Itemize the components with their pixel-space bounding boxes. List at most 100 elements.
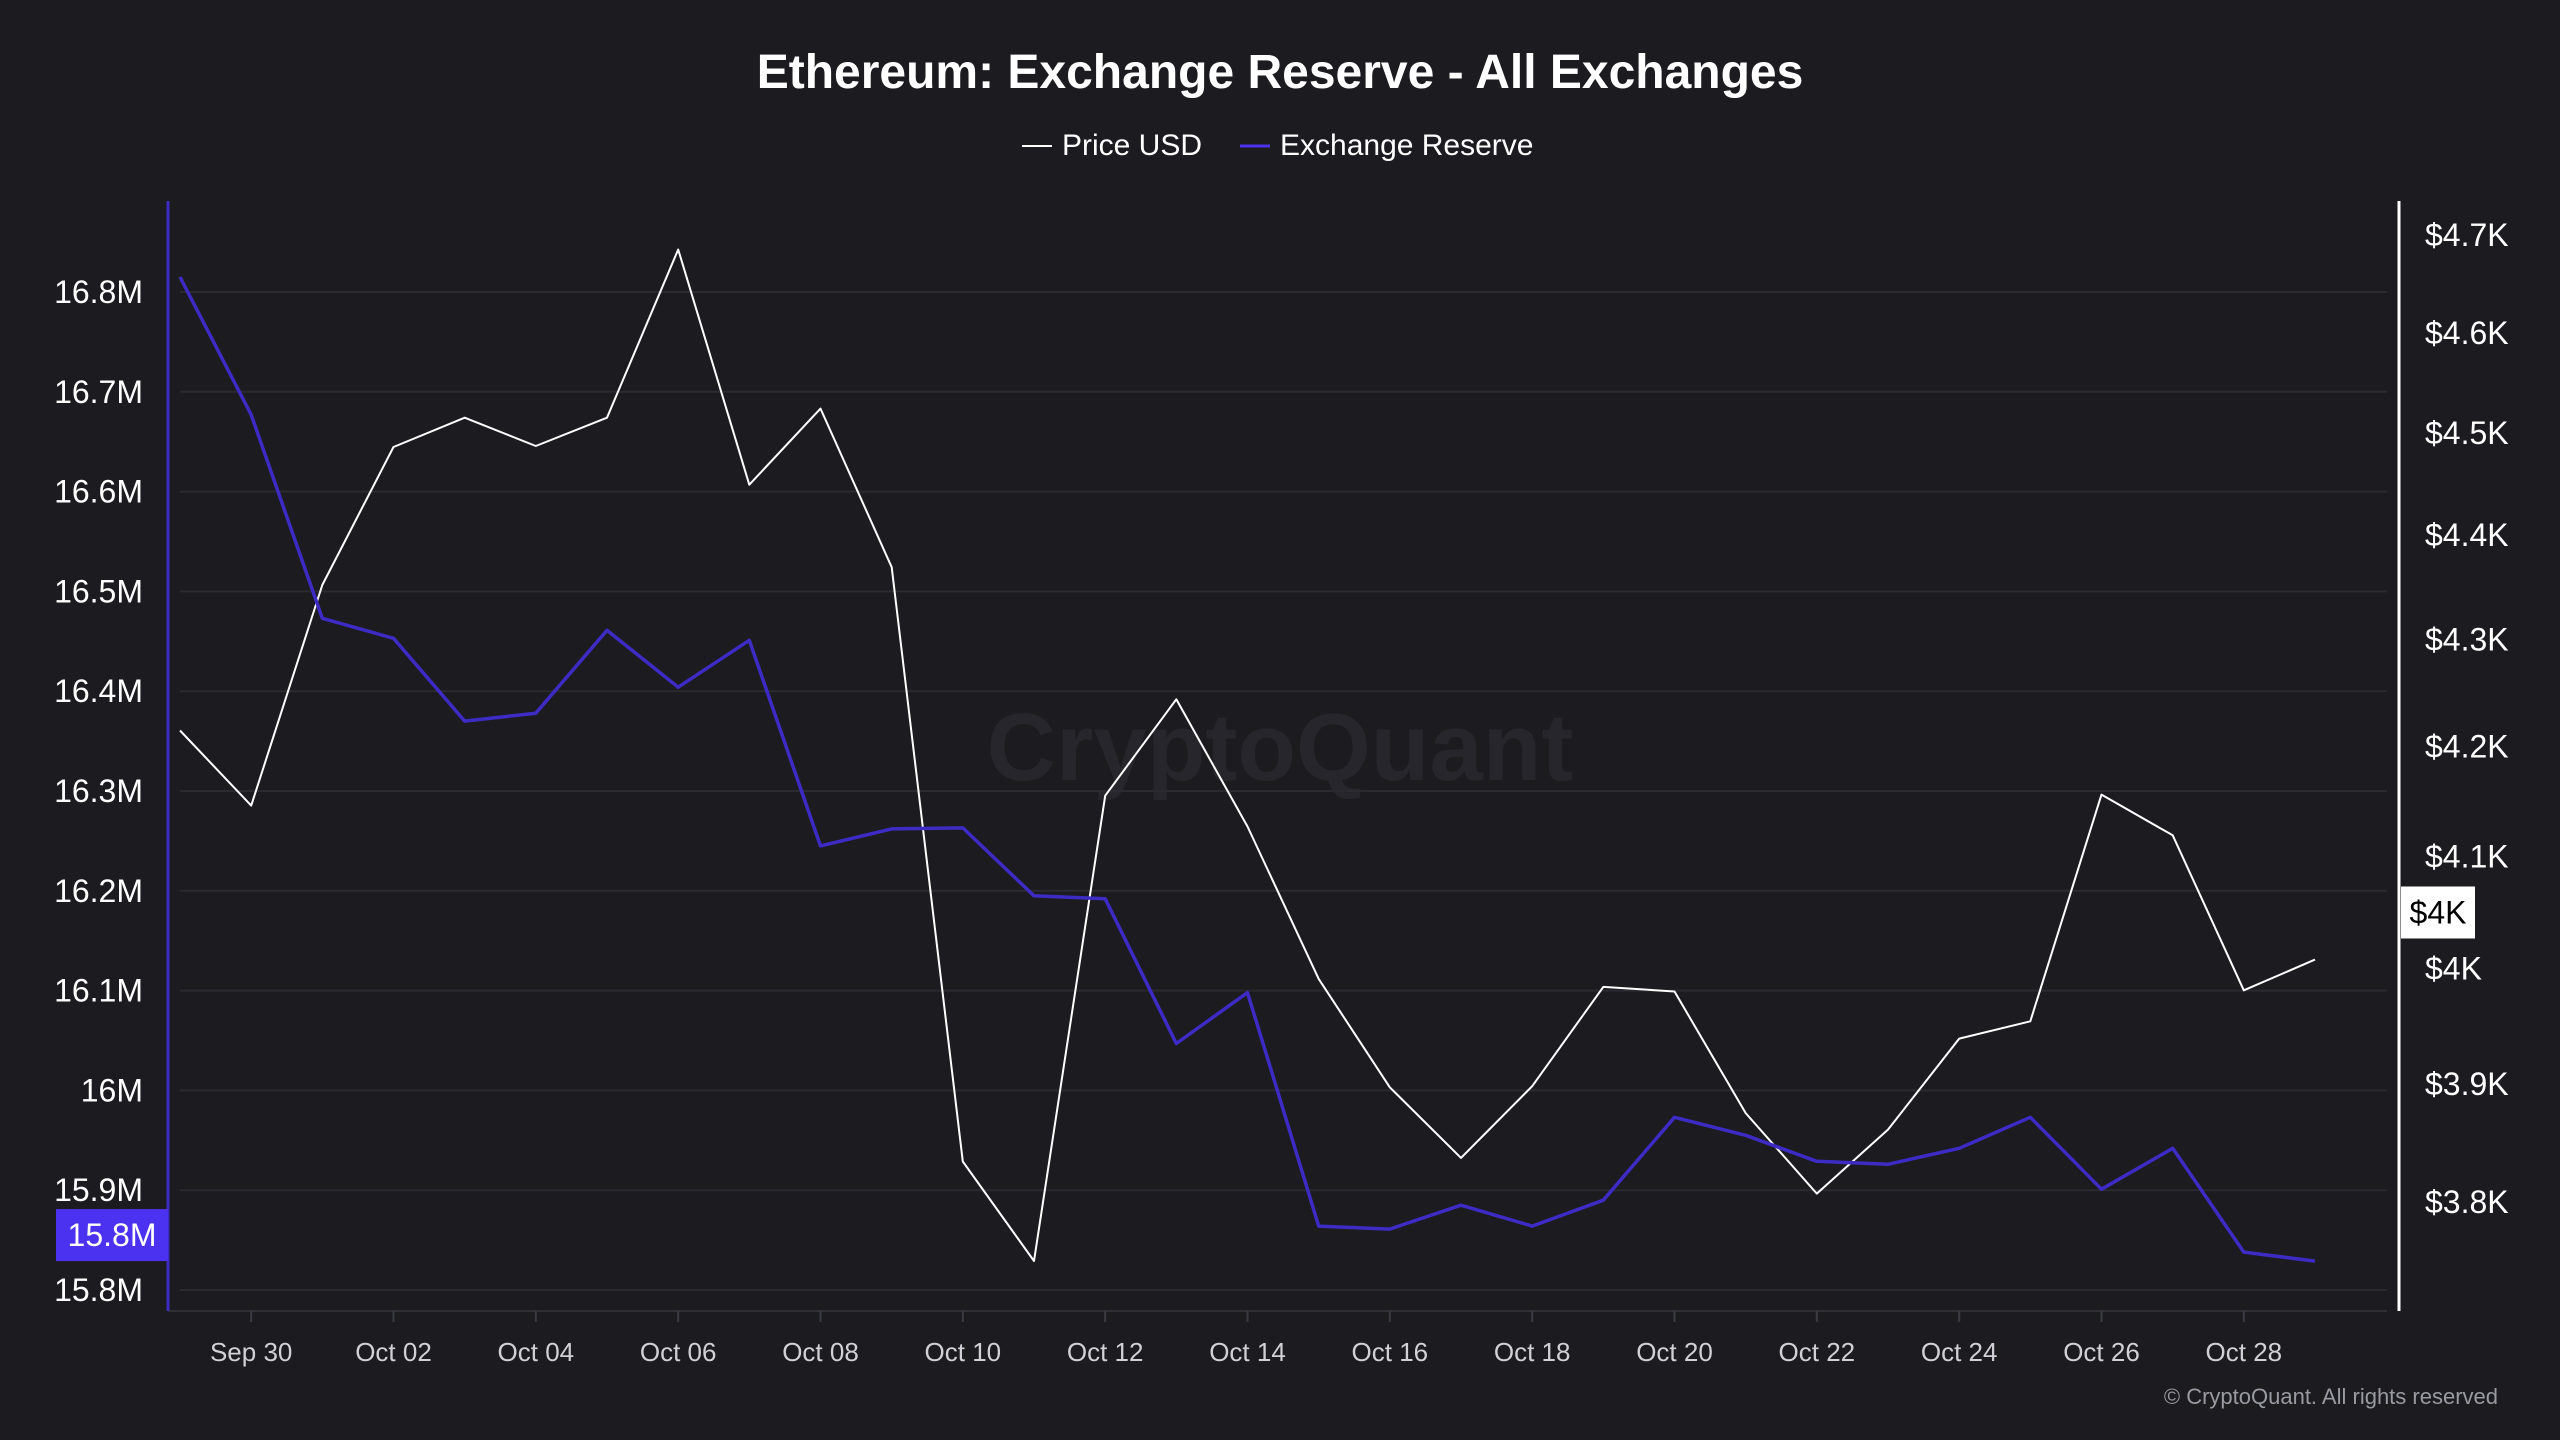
data-point[interactable] bbox=[674, 683, 682, 691]
data-point[interactable] bbox=[1599, 1196, 1607, 1204]
data-point[interactable] bbox=[2169, 1144, 2177, 1152]
data-point[interactable] bbox=[1528, 1222, 1536, 1230]
y-right-tick-label: $4.7K bbox=[2425, 217, 2509, 253]
legend-label-reserve[interactable]: Exchange Reserve bbox=[1280, 129, 1533, 162]
data-point[interactable] bbox=[1101, 792, 1109, 800]
data-point[interactable] bbox=[1742, 1131, 1750, 1139]
y-left-tick-label: 16.8M bbox=[54, 274, 143, 310]
data-point[interactable] bbox=[817, 405, 825, 413]
data-point[interactable] bbox=[1386, 1225, 1394, 1233]
data-point[interactable] bbox=[1884, 1126, 1892, 1134]
y-left-tick-label: 16.4M bbox=[54, 673, 143, 709]
x-tick-label: Oct 12 bbox=[1067, 1337, 1144, 1367]
series-line-price-usd[interactable] bbox=[179, 248, 2316, 1262]
data-point[interactable] bbox=[888, 825, 896, 833]
series-lines bbox=[176, 246, 2319, 1265]
y-right-tick-label: $4.2K bbox=[2425, 729, 2509, 765]
data-point[interactable] bbox=[2240, 986, 2248, 994]
data-point[interactable] bbox=[1172, 1039, 1180, 1047]
data-point[interactable] bbox=[745, 636, 753, 644]
y-right-tick-label: $4K bbox=[2425, 951, 2482, 987]
data-point[interactable] bbox=[2311, 956, 2319, 964]
current-reserve-label: 15.8M bbox=[68, 1217, 157, 1253]
y-right-tick-label: $4.5K bbox=[2425, 415, 2509, 451]
y-right-tick-label: $3.9K bbox=[2425, 1066, 2509, 1102]
data-point[interactable] bbox=[176, 726, 184, 734]
y-right-tick-label: $4.3K bbox=[2425, 622, 2509, 658]
data-point[interactable] bbox=[1244, 822, 1252, 830]
current-reserve-badge bbox=[56, 1209, 168, 1262]
data-point[interactable] bbox=[1172, 695, 1180, 703]
data-point[interactable] bbox=[1671, 1113, 1679, 1121]
y-left-tick-label: 16.5M bbox=[54, 573, 143, 609]
y-left-tick-label: 16.3M bbox=[54, 773, 143, 809]
data-point[interactable] bbox=[1813, 1157, 1821, 1165]
data-point[interactable] bbox=[532, 442, 540, 450]
data-point[interactable] bbox=[2026, 1113, 2034, 1121]
data-point[interactable] bbox=[390, 443, 398, 451]
data-point[interactable] bbox=[1528, 1082, 1536, 1090]
y-axis-right: $4.7K $4.6K $4.5K $4.4K $4.3K $4.2K $4.1K $4K $3… bbox=[2397, 201, 2509, 1311]
data-point[interactable] bbox=[461, 717, 469, 725]
data-point[interactable] bbox=[1671, 987, 1679, 995]
data-point[interactable] bbox=[1244, 989, 1252, 997]
data-point[interactable] bbox=[318, 581, 326, 589]
data-point[interactable] bbox=[603, 414, 611, 422]
gridlines bbox=[180, 291, 2387, 1291]
data-point[interactable] bbox=[1315, 1222, 1323, 1230]
y-right-tick-label: $4.6K bbox=[2425, 315, 2509, 351]
data-point[interactable] bbox=[745, 481, 753, 489]
data-point[interactable] bbox=[1813, 1190, 1821, 1198]
data-point[interactable] bbox=[817, 842, 825, 850]
x-tick-label: Oct 10 bbox=[925, 1337, 1002, 1367]
data-point[interactable] bbox=[1386, 1083, 1394, 1091]
data-point[interactable] bbox=[1457, 1201, 1465, 1209]
data-point[interactable] bbox=[461, 414, 469, 422]
data-point[interactable] bbox=[2098, 791, 2106, 799]
data-point[interactable] bbox=[390, 634, 398, 642]
data-point[interactable] bbox=[2311, 1257, 2319, 1265]
x-tick-label: Oct 20 bbox=[1636, 1337, 1713, 1367]
data-point[interactable] bbox=[2169, 831, 2177, 839]
data-point[interactable] bbox=[959, 824, 967, 832]
data-point[interactable] bbox=[1742, 1109, 1750, 1117]
data-point[interactable] bbox=[176, 273, 184, 281]
x-tick-label: Sep 30 bbox=[210, 1337, 292, 1367]
y-right-tick-label: $4.4K bbox=[2425, 517, 2509, 553]
data-point[interactable] bbox=[959, 1157, 967, 1165]
x-tick-label: Oct 22 bbox=[1779, 1337, 1856, 1367]
data-point[interactable] bbox=[1599, 983, 1607, 991]
y-right-tick-label: $3.8K bbox=[2425, 1184, 2509, 1220]
y-left-tick-label: 16.7M bbox=[54, 374, 143, 410]
data-point[interactable] bbox=[318, 614, 326, 622]
copyright: © CryptoQuant. All rights reserved bbox=[2164, 1384, 2498, 1409]
data-point[interactable] bbox=[2026, 1017, 2034, 1025]
data-point[interactable] bbox=[247, 411, 255, 419]
data-point[interactable] bbox=[888, 563, 896, 571]
y-left-tick-label: 16.6M bbox=[54, 474, 143, 510]
legend-label-price[interactable]: Price USD bbox=[1062, 129, 1202, 162]
data-point[interactable] bbox=[1955, 1144, 1963, 1152]
current-price-label: $4K bbox=[2410, 894, 2467, 930]
chart-title: Ethereum: Exchange Reserve - All Exchang… bbox=[757, 46, 1804, 99]
data-point[interactable] bbox=[2240, 1248, 2248, 1256]
data-point[interactable] bbox=[2098, 1185, 2106, 1193]
data-point[interactable] bbox=[1884, 1160, 1892, 1168]
data-point[interactable] bbox=[1030, 892, 1038, 900]
data-point[interactable] bbox=[247, 802, 255, 810]
data-point[interactable] bbox=[1955, 1035, 1963, 1043]
data-point[interactable] bbox=[532, 709, 540, 717]
data-point[interactable] bbox=[603, 626, 611, 634]
data-point[interactable] bbox=[674, 246, 682, 254]
data-point[interactable] bbox=[1030, 1257, 1038, 1265]
data-point[interactable] bbox=[1101, 895, 1109, 903]
y-left-tick-label: 15.8M bbox=[54, 1272, 143, 1308]
x-tick-label: Oct 16 bbox=[1352, 1337, 1429, 1367]
data-point[interactable] bbox=[1315, 975, 1323, 983]
y-left-tick-label: 16.2M bbox=[54, 873, 143, 909]
x-tick-label: Oct 24 bbox=[1921, 1337, 1998, 1367]
legend[interactable]: Price USD Exchange Reserve bbox=[1022, 129, 1533, 162]
series-line-exchange-reserve[interactable] bbox=[178, 276, 2316, 1263]
data-point[interactable] bbox=[1457, 1154, 1465, 1162]
x-tick-label: Oct 18 bbox=[1494, 1337, 1571, 1367]
